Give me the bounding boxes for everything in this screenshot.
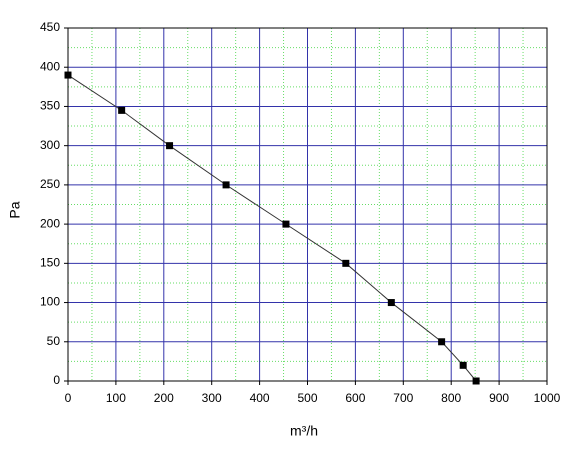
y-tick-label: 200 [40, 216, 60, 230]
y-tick-label: 450 [40, 20, 60, 34]
x-tick-label: 500 [297, 391, 317, 405]
x-tick-label: 700 [393, 391, 413, 405]
x-axis-label: m³/h [290, 423, 318, 439]
x-tick-label: 0 [65, 391, 72, 405]
y-tick-label: 400 [40, 59, 60, 73]
marker [118, 106, 126, 114]
marker [438, 338, 446, 346]
x-tick-label: 400 [250, 391, 270, 405]
y-tick-label: 100 [40, 295, 60, 309]
marker [472, 377, 480, 385]
y-tick-label: 50 [47, 334, 61, 348]
marker [166, 142, 174, 150]
marker [64, 71, 72, 79]
x-tick-label: 200 [154, 391, 174, 405]
y-axis-label: Pa [7, 201, 23, 218]
x-tick-label: 600 [345, 391, 365, 405]
marker [387, 299, 395, 307]
marker [282, 220, 290, 228]
x-tick-label: 1000 [534, 391, 561, 405]
plot-frame [67, 27, 548, 382]
y-tick-label: 350 [40, 99, 60, 113]
marker [342, 259, 350, 267]
x-tick-label: 800 [441, 391, 461, 405]
x-tick-label: 100 [106, 391, 126, 405]
marker [459, 361, 467, 369]
marker [222, 181, 230, 189]
x-tick-label: 900 [489, 391, 509, 405]
y-tick-label: 300 [40, 138, 60, 152]
series-line [67, 74, 477, 382]
y-tick-label: 0 [53, 373, 60, 387]
x-tick-label: 300 [202, 391, 222, 405]
y-tick-label: 150 [40, 256, 60, 270]
y-tick-label: 250 [40, 177, 60, 191]
